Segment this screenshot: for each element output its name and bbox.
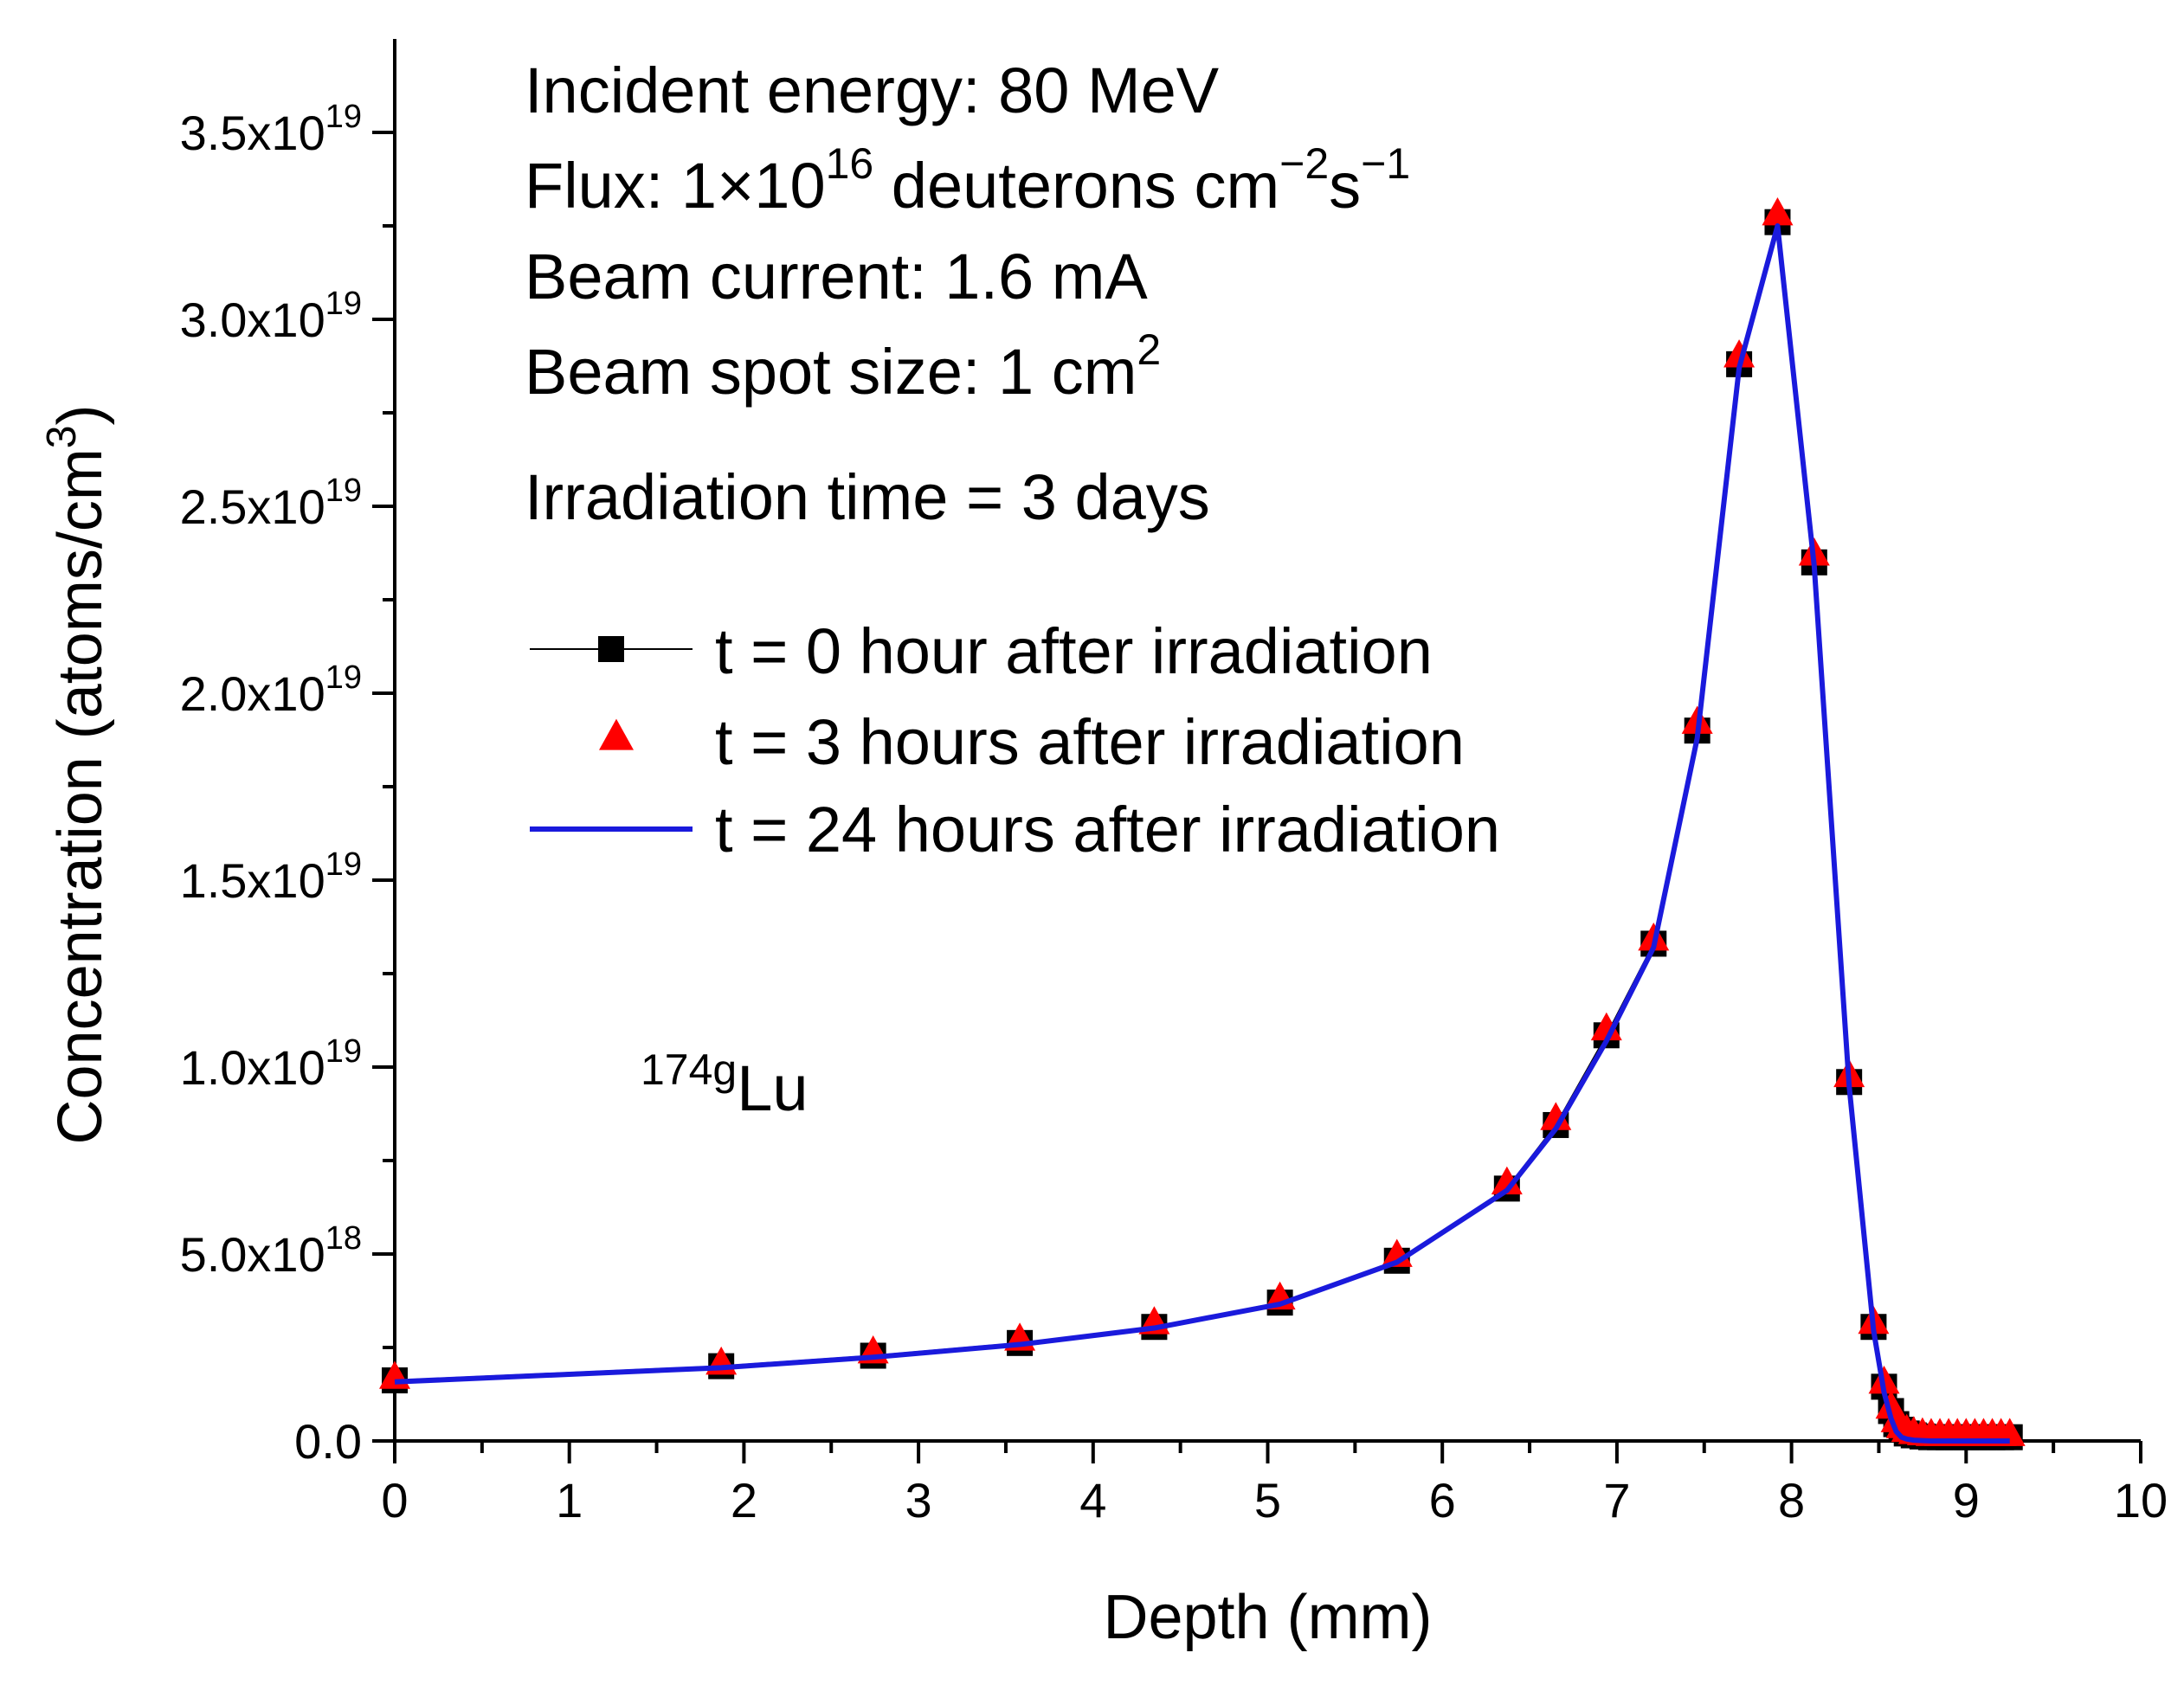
data-point-t3 [1590, 1012, 1622, 1041]
y-tick-label: 2.0x1019 [180, 659, 362, 721]
annotation-line: Flux: 1×1016 deuterons cm−2s−1 [525, 139, 1410, 222]
annotation-line: Incident energy: 80 MeV [525, 55, 1220, 126]
legend-label: t = 3 hours after irradiation [715, 706, 1465, 778]
annotation-line: Irradiation time = 3 days [525, 461, 1210, 533]
y-tick-label: 3.0x1019 [180, 286, 362, 347]
x-tick-label: 8 [1778, 1473, 1805, 1527]
y-tick-label: 2.5x1019 [180, 473, 362, 534]
x-tick-label: 7 [1603, 1473, 1630, 1527]
x-tick-label: 6 [1429, 1473, 1456, 1527]
x-tick-label: 5 [1254, 1473, 1281, 1527]
series-line-t24 [394, 223, 2010, 1444]
legend-label: t = 0 hour after irradiation [715, 615, 1433, 687]
annotation-line: Beam spot size: 1 cm2 [525, 325, 1161, 408]
y-tick-label: 1.5x1019 [180, 846, 362, 908]
data-point-t3 [1723, 339, 1756, 368]
legend-layer: t = 0 hour after irradiation t = 3 hours … [530, 615, 1500, 865]
x-tick-label: 0 [381, 1473, 408, 1527]
y-axis-title: Concentration (atoms/cm3) [39, 405, 115, 1145]
y-tick-label: 5.0x1018 [180, 1220, 362, 1282]
data-point-t3 [1540, 1102, 1572, 1130]
legend-marker-t3 [599, 718, 634, 750]
axes-layer: 0 1 2 3 4 5 6 7 8 9 10 0.0 5.0x1018 1.0x1019 1.5x1019 2… [39, 39, 2168, 1652]
data-point-t3 [1491, 1166, 1523, 1195]
legend-marker-t0 [598, 636, 624, 662]
annotation-line: Beam current: 1.6 mA [525, 241, 1148, 312]
y-tick-label: 3.5x1019 [180, 99, 362, 160]
isotope-label: 174gLu [641, 1045, 809, 1124]
x-tick-label: 4 [1079, 1473, 1106, 1527]
data-point-t3 [1762, 196, 1794, 226]
x-tick-label: 9 [1953, 1473, 1980, 1527]
y-tick-label: 0.0 [294, 1414, 362, 1469]
legend-label: t = 24 hours after irradiation [715, 794, 1500, 865]
x-tick-label: 3 [905, 1473, 932, 1527]
series-layer [379, 196, 2026, 1450]
y-tick-label: 1.0x1019 [180, 1033, 362, 1095]
x-tick-label: 1 [556, 1473, 583, 1527]
annotation-layer: Incident energy: 80 MeV Flux: 1×1016 deut… [525, 55, 1410, 1124]
x-tick-label: 2 [731, 1473, 757, 1527]
x-tick-label: 10 [2114, 1473, 2168, 1527]
x-axis-title: Depth (mm) [1103, 1583, 1432, 1652]
